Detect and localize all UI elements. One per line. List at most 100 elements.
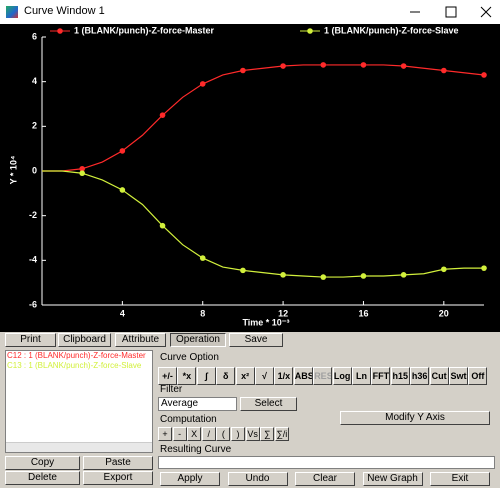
- series-marker: [199, 255, 206, 261]
- curve-option-button[interactable]: Swt: [449, 367, 468, 385]
- legend-label: 1 (BLANK/punch)-Z-force-Slave: [324, 25, 459, 35]
- x-axis-label: Time * 10⁻³: [242, 317, 289, 327]
- app-icon: [6, 6, 18, 18]
- curve-list-item[interactable]: C13 : 1 (BLANK/punch)-Z-force-Slave: [7, 361, 142, 370]
- series-line: [42, 170, 484, 278]
- list-button[interactable]: Delete: [5, 471, 80, 485]
- series-marker: [441, 266, 447, 273]
- curve-list-item[interactable]: C12 : 1 (BLANK/punch)-Z-force-Master: [7, 351, 146, 360]
- computation-button[interactable]: /: [201, 427, 216, 441]
- curve-option-button[interactable]: √: [255, 367, 274, 385]
- list-button[interactable]: Export: [83, 471, 153, 485]
- y-tick-label: 4: [32, 76, 37, 86]
- curve-option-button[interactable]: Log: [332, 367, 352, 385]
- list-button[interactable]: Copy: [5, 456, 80, 470]
- tab[interactable]: Print: [5, 333, 56, 347]
- curve-option-button[interactable]: δ: [216, 367, 236, 385]
- series-marker: [199, 81, 206, 87]
- legend-marker: [307, 28, 313, 34]
- computation-button[interactable]: ): [231, 427, 245, 441]
- curve-option-button[interactable]: +/-: [158, 367, 177, 385]
- series-marker: [119, 187, 126, 193]
- x-tick-label: 20: [439, 308, 449, 318]
- curve-option-button[interactable]: ∫: [196, 367, 216, 385]
- section-label: Curve Option: [160, 352, 219, 363]
- y-axis-label: Y * 10⁴: [8, 156, 18, 185]
- curve-option-button[interactable]: ABS: [293, 367, 313, 385]
- action-button[interactable]: Apply: [160, 472, 220, 486]
- series-marker: [159, 112, 166, 118]
- x-tick-label: 8: [200, 308, 205, 318]
- x-tick-label: 16: [358, 308, 368, 318]
- series-marker: [79, 170, 85, 177]
- curve-option-button[interactable]: RES: [313, 367, 333, 385]
- curve-option-button[interactable]: FFT: [371, 367, 391, 385]
- filter-dropdown[interactable]: Average: [158, 397, 237, 411]
- section-label: Computation: [160, 414, 217, 425]
- computation-button[interactable]: ∑/i: [274, 427, 289, 441]
- x-tick-label: 12: [278, 308, 288, 318]
- y-tick-label: -6: [29, 299, 37, 309]
- curve-option-button[interactable]: Off: [468, 367, 488, 385]
- curve-option-button[interactable]: Cut: [429, 367, 449, 385]
- chart: Y * 10⁴ Time * 10⁻³ -6 -4 -2 0 2 4 6 4 8 12 16 20 1 …: [0, 24, 500, 332]
- resulting-curve-input[interactable]: [158, 456, 495, 469]
- select-button[interactable]: Select: [240, 397, 297, 411]
- x-tick-label: 4: [120, 308, 125, 318]
- series-marker: [441, 67, 447, 74]
- plot-background: [0, 24, 500, 332]
- series-marker: [119, 148, 126, 154]
- y-tick-label: 6: [32, 31, 37, 41]
- computation-button[interactable]: X: [187, 427, 202, 441]
- curve-option-button[interactable]: x²: [235, 367, 255, 385]
- window-controls[interactable]: [400, 0, 500, 24]
- y-tick-label: 0: [32, 165, 37, 175]
- curve-option-button[interactable]: h36: [410, 367, 430, 385]
- title-bar: Curve Window 1: [0, 0, 500, 24]
- computation-button[interactable]: +: [158, 427, 172, 441]
- tab[interactable]: Operation: [170, 333, 226, 347]
- modify-y-axis-button[interactable]: Modify Y Axis: [340, 411, 490, 425]
- tab[interactable]: Attribute: [115, 333, 166, 347]
- window-title: Curve Window 1: [24, 5, 105, 17]
- series-line: [42, 64, 485, 172]
- legend-marker: [57, 28, 63, 34]
- y-tick-label: -2: [29, 210, 37, 220]
- curve-option-button[interactable]: h15: [390, 367, 410, 385]
- series-marker: [280, 63, 286, 69]
- series-marker: [481, 265, 487, 271]
- tab[interactable]: Clipboard: [58, 333, 111, 347]
- series-marker: [320, 274, 327, 280]
- series-marker: [240, 267, 246, 274]
- series-marker: [400, 63, 407, 69]
- y-tick-label: 2: [32, 121, 37, 131]
- action-button[interactable]: Undo: [227, 472, 288, 486]
- curve-list[interactable]: [5, 350, 153, 453]
- legend-label: 1 (BLANK/punch)-Z-force-Master: [74, 25, 214, 35]
- computation-button[interactable]: Vs: [245, 427, 260, 441]
- series-marker: [400, 272, 407, 278]
- section-label: Resulting Curve: [160, 444, 232, 455]
- action-button[interactable]: New Graph: [362, 472, 423, 486]
- section-label: Filter: [160, 384, 183, 395]
- y-tick-label: -4: [29, 255, 37, 265]
- tab[interactable]: Save: [229, 333, 283, 347]
- scrollbar[interactable]: [6, 442, 152, 452]
- series-marker: [280, 272, 286, 278]
- series-marker: [320, 62, 327, 68]
- computation-button[interactable]: -: [172, 427, 187, 441]
- computation-button[interactable]: (: [216, 427, 231, 441]
- action-button[interactable]: Exit: [430, 472, 490, 486]
- series-marker: [159, 222, 166, 229]
- series-marker: [240, 67, 246, 74]
- curve-option-button[interactable]: Ln: [352, 367, 371, 385]
- series-marker: [79, 165, 85, 172]
- series-marker: [360, 273, 367, 279]
- list-button[interactable]: Paste: [83, 456, 153, 470]
- curve-option-button[interactable]: 1/x: [274, 367, 294, 385]
- curve-option-button[interactable]: *x: [177, 367, 197, 385]
- action-button[interactable]: Clear: [295, 472, 355, 486]
- series-marker: [360, 62, 367, 68]
- computation-button[interactable]: ∑: [260, 427, 275, 441]
